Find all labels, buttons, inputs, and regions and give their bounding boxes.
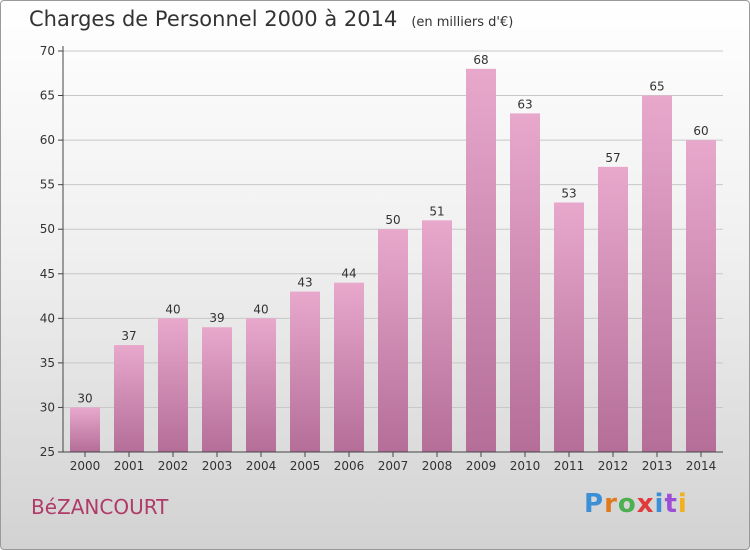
bar-value-label: 37 <box>121 329 136 343</box>
bar-value-label: 63 <box>517 97 532 111</box>
axes: 25 30 35 40 45 50 55 60 65 70 2000 2001 2002 2003 2004… <box>40 44 723 473</box>
chart-title: Charges de Personnel 2000 à 2014 (en mill… <box>29 7 513 31</box>
bar <box>334 282 364 452</box>
y-tick-label: 70 <box>40 44 55 58</box>
bar <box>290 291 320 452</box>
bar-value-label: 39 <box>209 311 224 325</box>
bar <box>686 140 716 452</box>
x-tick-label: 2013 <box>642 459 673 473</box>
bar-value-label: 57 <box>605 151 620 165</box>
bar <box>422 220 452 452</box>
y-tick-label: 25 <box>40 445 55 459</box>
x-tick-label: 2008 <box>422 459 453 473</box>
x-tick-label: 2001 <box>114 459 145 473</box>
bar <box>70 407 100 452</box>
x-tick-label: 2005 <box>290 459 321 473</box>
y-tick-label: 40 <box>40 311 55 325</box>
bar <box>642 95 672 453</box>
chart-subtitle: (en milliers d'€) <box>411 15 514 30</box>
logo-letter: x <box>636 489 655 519</box>
x-tick-label: 2012 <box>598 459 629 473</box>
bar-value-label: 60 <box>693 124 708 138</box>
bar <box>158 318 188 452</box>
y-tick-label: 50 <box>40 222 55 236</box>
logo-letter: o <box>617 489 637 519</box>
x-tick-label: 2004 <box>246 459 277 473</box>
bar <box>598 166 628 452</box>
x-tick-label: 2006 <box>334 459 365 473</box>
bar-value-label: 40 <box>253 302 268 316</box>
bar-value-label: 50 <box>385 213 400 227</box>
proxiti-logo: Proxiti <box>584 489 688 519</box>
y-tick-label: 55 <box>40 178 55 192</box>
logo-letter: P <box>584 489 605 519</box>
bar-value-label: 43 <box>297 276 312 290</box>
logo-letter: r <box>604 489 618 519</box>
y-tick-label: 45 <box>40 267 55 281</box>
bar <box>114 345 144 452</box>
x-tick-label: 2011 <box>554 459 585 473</box>
x-tick-label: 2010 <box>510 459 541 473</box>
bar <box>466 68 496 453</box>
bar-value-label: 44 <box>341 267 356 281</box>
bar-value-label: 51 <box>429 204 444 218</box>
x-tick-label: 2009 <box>466 459 497 473</box>
x-tick-label: 2014 <box>686 459 717 473</box>
y-tick-label: 60 <box>40 133 55 147</box>
logo-letter: i <box>654 489 665 519</box>
bars: 30 37 40 39 40 43 44 50 51 68 63 53 57 65 60 <box>70 53 716 453</box>
bar <box>378 229 408 452</box>
x-tick-label: 2007 <box>378 459 409 473</box>
bar-value-label: 30 <box>77 391 92 405</box>
bar <box>202 327 232 452</box>
x-tick-label: 2003 <box>202 459 233 473</box>
bar-value-label: 53 <box>561 186 576 200</box>
bar-value-label: 65 <box>649 80 664 94</box>
bar <box>510 113 540 452</box>
x-tick-label: 2000 <box>70 459 101 473</box>
commune-name: BéZANCOURT <box>31 495 169 519</box>
x-tick-label: 2002 <box>158 459 189 473</box>
title-text: Charges de Personnel 2000 à 2014 <box>29 7 398 31</box>
bar-value-label: 40 <box>165 302 180 316</box>
bar <box>554 202 584 452</box>
bar-value-label: 68 <box>473 53 488 67</box>
y-tick-label: 35 <box>40 356 55 370</box>
bar <box>246 318 276 452</box>
y-tick-label: 65 <box>40 89 55 103</box>
logo-letter: i <box>677 489 688 519</box>
y-tick-label: 30 <box>40 400 55 414</box>
logo-letter: t <box>664 489 678 519</box>
